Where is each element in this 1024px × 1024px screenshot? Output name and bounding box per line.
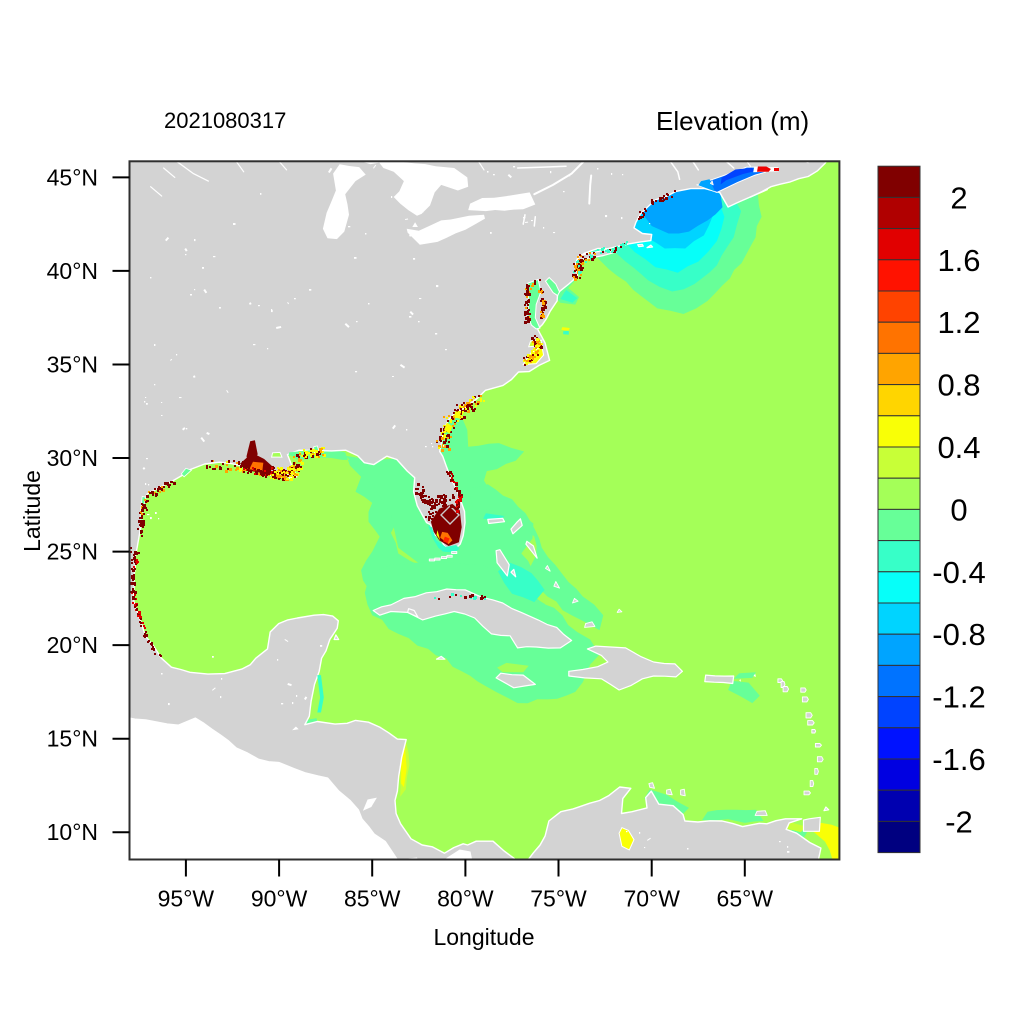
svg-text:25°N: 25°N [47, 539, 98, 565]
svg-text:70°W: 70°W [623, 886, 680, 912]
svg-text:65°W: 65°W [717, 886, 774, 912]
svg-text:95°W: 95°W [158, 886, 215, 912]
svg-text:2: 2 [950, 180, 967, 215]
svg-text:1.6: 1.6 [937, 243, 980, 278]
svg-text:15°N: 15°N [47, 726, 98, 752]
svg-text:40°N: 40°N [47, 258, 98, 284]
svg-text:10°N: 10°N [47, 819, 98, 845]
svg-text:30°N: 30°N [47, 445, 98, 471]
svg-text:-0.8: -0.8 [932, 617, 985, 652]
svg-text:80°W: 80°W [437, 886, 494, 912]
svg-text:45°N: 45°N [47, 164, 98, 190]
svg-text:0.8: 0.8 [937, 368, 980, 403]
svg-text:Latitude: Latitude [19, 470, 45, 552]
svg-text:90°W: 90°W [251, 886, 308, 912]
svg-text:-0.4: -0.4 [932, 555, 985, 590]
svg-text:0: 0 [950, 492, 967, 527]
svg-text:-1.2: -1.2 [932, 680, 985, 715]
svg-text:-1.6: -1.6 [932, 742, 985, 777]
svg-text:Longitude: Longitude [433, 924, 534, 950]
svg-text:0.4: 0.4 [937, 430, 980, 465]
svg-text:75°W: 75°W [530, 886, 587, 912]
svg-text:85°W: 85°W [344, 886, 401, 912]
svg-text:-2: -2 [945, 804, 973, 839]
svg-text:Elevation (m): Elevation (m) [656, 106, 809, 136]
svg-text:20°N: 20°N [47, 632, 98, 658]
svg-text:1.2: 1.2 [937, 305, 980, 340]
svg-text:2021080317: 2021080317 [164, 108, 286, 133]
svg-text:35°N: 35°N [47, 352, 98, 378]
